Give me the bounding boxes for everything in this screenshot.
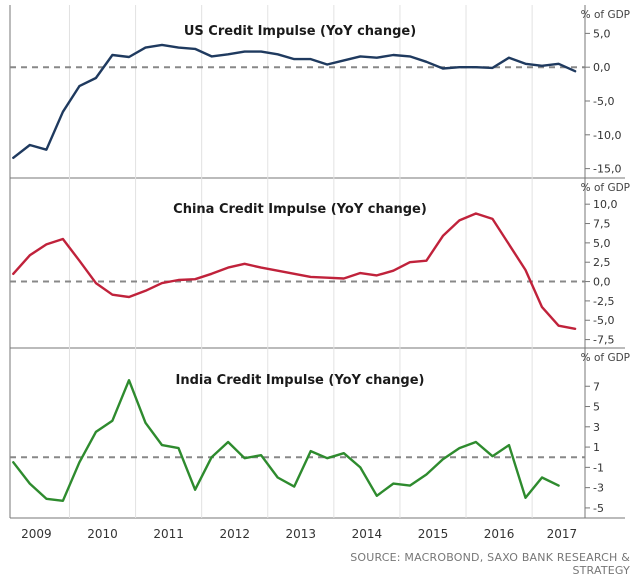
x-tick-label: 2014 bbox=[352, 527, 383, 541]
us-panel: 5,0 0,0 -5,0 -10,0 -15,0 US Credit Impulse (Y… bbox=[9, 5, 630, 179]
x-tick-label: 2012 bbox=[219, 527, 250, 541]
china-y-tick-label: 2,5 bbox=[593, 256, 611, 269]
x-tick-label: 2010 bbox=[87, 527, 118, 541]
us-y-tick-label: -5,0 bbox=[593, 95, 614, 108]
china-chart-title: China Credit Impulse (YoY change) bbox=[173, 202, 427, 217]
us-unit-label: % of GDP bbox=[581, 9, 630, 21]
x-tick-label: 2011 bbox=[153, 527, 184, 541]
x-tick-label: 2013 bbox=[286, 527, 317, 541]
china-y-tick-label: -2,5 bbox=[593, 295, 614, 308]
china-series-line bbox=[12, 212, 577, 330]
us-chart-title: US Credit Impulse (YoY change) bbox=[184, 24, 416, 39]
china-y-tick-label: -5,0 bbox=[593, 314, 614, 327]
china-y-tick-label: 7,5 bbox=[593, 218, 611, 231]
us-series-line bbox=[12, 43, 577, 160]
india-panel: 7 5 3 1 -1 -3 -5 India Credit Impulse (YoY chan… bbox=[9, 348, 630, 519]
india-y-tick-label: 1 bbox=[593, 441, 600, 454]
india-y-tick-label: 3 bbox=[593, 421, 600, 434]
china-y-tick-label: 10,0 bbox=[593, 198, 618, 211]
us-y-tick-label: 5,0 bbox=[593, 27, 611, 40]
china-unit-label: % of GDP bbox=[581, 182, 630, 194]
x-axis: 2009 2010 2011 2012 2013 2014 2015 2016 2017 bbox=[21, 527, 577, 541]
china-panel: 10,0 7,5 5,0 2,5 0,0 -2,5 -5,0 -7,5 China Credit… bbox=[9, 178, 630, 349]
india-y-tick-label: 5 bbox=[593, 401, 600, 414]
india-chart-title: India Credit Impulse (YoY change) bbox=[176, 373, 425, 388]
china-y-tick-label: 0,0 bbox=[593, 276, 611, 289]
india-series-line bbox=[12, 379, 560, 502]
us-y-tick-label: -15,0 bbox=[593, 163, 621, 176]
x-tick-label: 2009 bbox=[21, 527, 52, 541]
india-unit-label: % of GDP bbox=[581, 352, 630, 364]
x-tick-label: 2017 bbox=[547, 527, 578, 541]
source-note: SOURCE: MACROBOND, SAXO BANK RESEARCH & … bbox=[350, 551, 630, 577]
india-y-tick-label: -1 bbox=[593, 461, 604, 474]
us-y-tick-label: 0,0 bbox=[593, 61, 611, 74]
china-y-tick-label: -7,5 bbox=[593, 334, 614, 347]
x-tick-label: 2015 bbox=[418, 527, 449, 541]
us-y-tick-label: -10,0 bbox=[593, 129, 621, 142]
india-y-tick-label: -3 bbox=[593, 482, 604, 495]
india-y-tick-label: 7 bbox=[593, 380, 600, 393]
x-tick-label: 2016 bbox=[484, 527, 515, 541]
india-y-tick-label: -5 bbox=[593, 502, 604, 515]
china-y-tick-label: 5,0 bbox=[593, 237, 611, 250]
